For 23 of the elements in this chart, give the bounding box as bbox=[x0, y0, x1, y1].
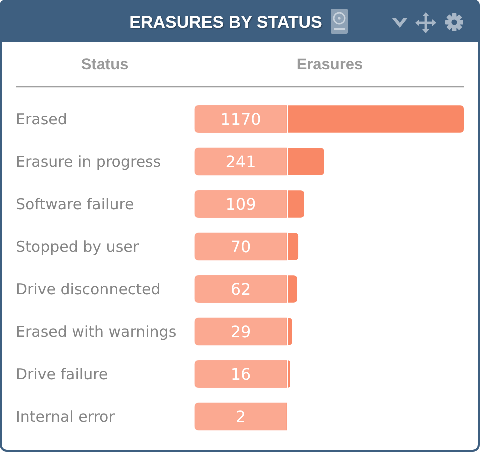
y-tick-label: Software failure bbox=[16, 196, 134, 214]
data-label: 241 bbox=[226, 152, 256, 172]
bar bbox=[288, 190, 304, 218]
y-tick-label: Internal error bbox=[16, 408, 116, 426]
data-label: 2 bbox=[236, 408, 246, 427]
y-axis-title: Status bbox=[81, 56, 129, 74]
chart-title: ERASURES BY STATUS bbox=[130, 13, 322, 32]
x-axis-title: Erasures bbox=[296, 56, 364, 74]
bar bbox=[288, 318, 292, 346]
bar bbox=[288, 276, 298, 303]
data-label: 29 bbox=[230, 322, 252, 342]
y-tick-label: Drive disconnected bbox=[16, 280, 161, 299]
data-label: 109 bbox=[226, 195, 256, 214]
y-tick-label: Erasure in progress bbox=[16, 153, 162, 172]
y-tick-label: Drive failure bbox=[16, 366, 108, 384]
data-label: 62 bbox=[230, 280, 252, 300]
y-tick-label: Erased with warnings bbox=[16, 323, 177, 342]
bar bbox=[288, 233, 299, 260]
data-label: 1170 bbox=[220, 110, 262, 130]
data-label: 16 bbox=[230, 365, 252, 384]
data-label: 70 bbox=[230, 238, 252, 257]
y-tick-label: Stopped by user bbox=[16, 238, 140, 256]
y-tick-label: Erased bbox=[16, 110, 68, 129]
